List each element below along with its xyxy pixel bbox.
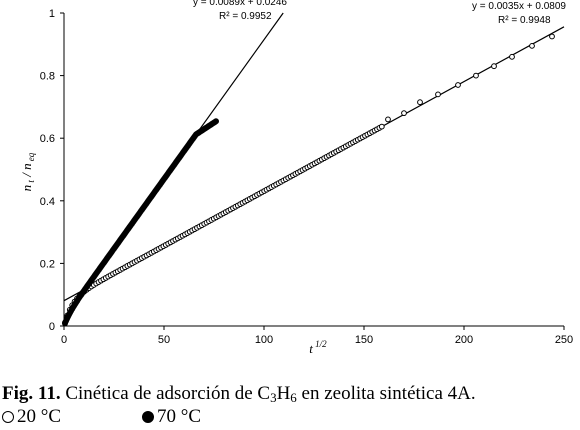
data-points bbox=[62, 33, 555, 327]
s20-data-point bbox=[491, 63, 497, 70]
x-tick-label: 100 bbox=[255, 334, 273, 346]
s20-data-point bbox=[435, 91, 441, 98]
x-axis-title: t 1/2 bbox=[309, 339, 327, 356]
fit-r2-20c: R² = 0.9948 bbox=[498, 15, 551, 26]
fit-r2-70c: R² = 0.9952 bbox=[219, 11, 272, 22]
legend-item-70c: 70 °C bbox=[142, 406, 201, 428]
x-tick-label: 50 bbox=[158, 334, 170, 346]
s20-data-point bbox=[378, 123, 385, 130]
s20-data-point bbox=[549, 33, 555, 40]
y-tick-label: 0.2 bbox=[40, 258, 55, 270]
x-axis-title-superscript: 1/2 bbox=[313, 339, 327, 349]
s20-data-point bbox=[385, 116, 391, 123]
open-circle-marker bbox=[2, 411, 14, 423]
caption-subscript-2: 6 bbox=[290, 390, 297, 405]
s70-data-point bbox=[212, 118, 219, 125]
y-tick-label: 1 bbox=[49, 8, 55, 20]
caption-text-mid: H bbox=[276, 383, 291, 404]
caption-subscript-1: 3 bbox=[270, 390, 277, 405]
y-axis-title-denominator-sub: eq bbox=[26, 152, 36, 163]
legend-label-70c: 70 °C bbox=[157, 406, 202, 427]
x-tick-label: 0 bbox=[61, 334, 67, 346]
fit-equation-70c: y = 0.0089x + 0.0246 bbox=[193, 0, 287, 8]
chart-axes bbox=[63, 13, 564, 327]
y-tick-label: 0.8 bbox=[40, 71, 55, 83]
s20-data-point bbox=[455, 82, 461, 88]
s20-data-point bbox=[509, 53, 515, 60]
y-tick-label: 0 bbox=[49, 321, 55, 333]
x-tick-label: 150 bbox=[355, 334, 373, 346]
x-tick-label: 250 bbox=[555, 334, 573, 346]
figure-number: Fig. 11. bbox=[2, 383, 61, 404]
legend-label-20c: 20 °C bbox=[17, 406, 62, 427]
chart-labels: t 1/2 n t / n eq y = 0.0035x + 0.0809 R² = … bbox=[19, 0, 566, 356]
y-axis-title-numerator: n bbox=[19, 185, 34, 192]
s20-data-point bbox=[529, 42, 535, 49]
caption-text-end: en zeolita sintética 4A. bbox=[296, 383, 476, 404]
fit-equation-20c: y = 0.0035x + 0.0809 bbox=[472, 1, 566, 12]
y-tick-label: 0.6 bbox=[40, 133, 55, 145]
y-axis-title-numerator-sub: t bbox=[26, 180, 36, 185]
legend-item-20c: 20 °C bbox=[2, 406, 61, 428]
s20-data-point bbox=[417, 99, 423, 106]
x-tick-label: 200 bbox=[455, 334, 473, 346]
y-tick-label: 0.4 bbox=[40, 196, 55, 208]
s20-data-point bbox=[401, 110, 407, 117]
x-axis-title-main: t bbox=[309, 341, 313, 356]
filled-circle-marker bbox=[142, 411, 154, 423]
s20-data-point bbox=[473, 72, 479, 79]
axis-ticks: 0 0.2 0.4 0.6 0.8 1 0 50 100 150 200 250 bbox=[40, 8, 573, 346]
figure-caption: Fig. 11. Cinética de adsorción de C3H6 e… bbox=[2, 383, 578, 405]
y-axis-title-denominator: / n bbox=[19, 163, 34, 180]
caption-text-start: Cinética de adsorción de C bbox=[60, 383, 271, 404]
y-axis-title: n t / n eq bbox=[19, 152, 36, 191]
